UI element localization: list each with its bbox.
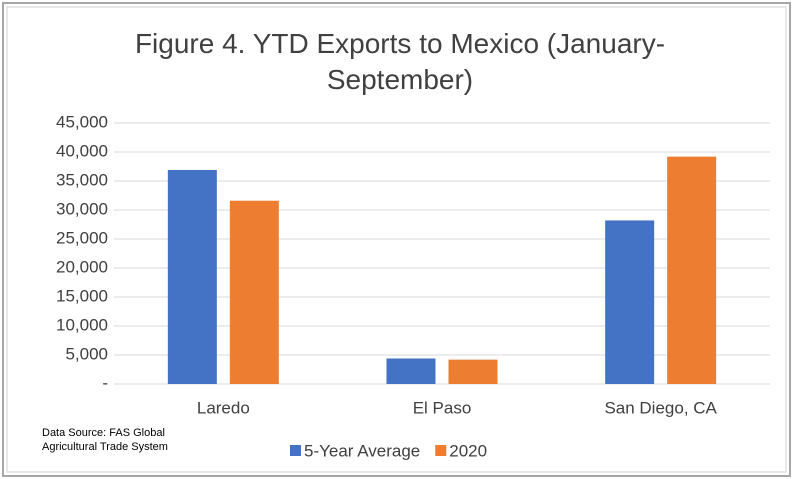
y-tick-label: - [102, 373, 108, 392]
source-note: Data Source: FAS Global Agricultural Tra… [42, 427, 168, 453]
legend-swatch [435, 445, 447, 456]
y-tick-label: 20,000 [56, 257, 108, 276]
y-tick-label: 5,000 [65, 344, 108, 363]
legend-label: 5-Year Average [304, 441, 420, 460]
x-tick-label: San Diego, CA [604, 398, 717, 417]
y-tick-label: 15,000 [56, 286, 108, 305]
bar [448, 359, 498, 384]
bar [167, 169, 217, 384]
bar [667, 156, 717, 384]
y-tick-label: 25,000 [56, 228, 108, 247]
legend-label: 2020 [449, 441, 487, 460]
chart-title: Figure 4. YTD Exports to Mexico (January… [134, 28, 666, 95]
bar [229, 200, 279, 384]
x-tick-label: El Paso [413, 398, 472, 417]
y-tick-label: 45,000 [56, 112, 108, 131]
bar [386, 358, 436, 384]
y-tick-label: 10,000 [56, 315, 108, 334]
bar [605, 220, 655, 384]
y-tick-label: 30,000 [56, 199, 108, 218]
frame-inner-border [6, 6, 787, 473]
legend-swatch [290, 445, 301, 456]
y-tick-label: 35,000 [56, 170, 108, 189]
y-tick-label: 40,000 [56, 141, 108, 160]
x-tick-label: Laredo [197, 398, 250, 417]
